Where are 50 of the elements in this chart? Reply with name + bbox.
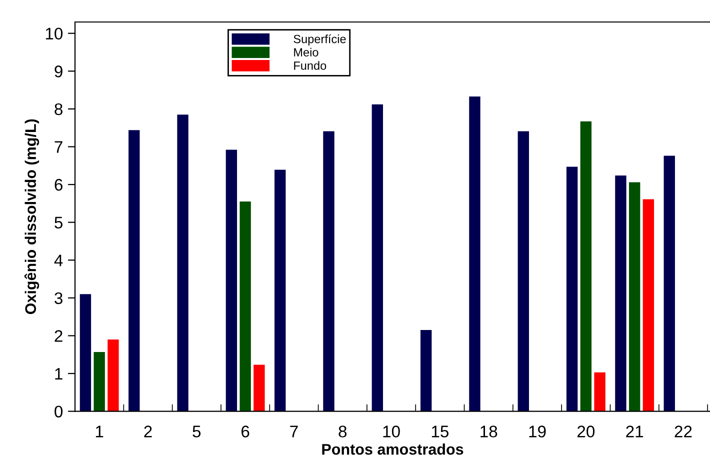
x-tick-label: 19 — [529, 426, 546, 438]
legend-label: Meio — [294, 48, 318, 56]
bar — [128, 130, 140, 412]
y-tick-label: 9 — [54, 66, 62, 78]
bar — [469, 96, 480, 412]
x-tick-label: 7 — [290, 426, 298, 438]
y-axis-title: Oxigênio dissolvido (mg/L) — [24, 119, 40, 314]
bar — [628, 182, 640, 412]
bar — [615, 175, 626, 412]
x-tick-label: 21 — [626, 426, 644, 438]
bar — [94, 352, 105, 412]
bar — [420, 330, 432, 412]
y-tick-label: 7 — [54, 141, 62, 153]
bar — [664, 156, 675, 412]
bar — [566, 166, 578, 412]
x-tick-label: 6 — [242, 426, 250, 438]
y-tick-label: 6 — [54, 178, 62, 191]
legend-label: Superfície — [294, 34, 346, 46]
x-tick-label: 18 — [480, 426, 498, 438]
y-tick-label: 0 — [54, 406, 63, 418]
x-tick-label: 2 — [144, 426, 152, 438]
bar — [274, 170, 286, 412]
bar — [372, 104, 384, 412]
bar — [323, 131, 334, 412]
x-tick-label: 8 — [338, 426, 347, 438]
bar — [108, 339, 119, 412]
x-tick-label: 20 — [577, 426, 595, 438]
y-tick-label: 10 — [46, 28, 63, 40]
x-tick-label: 5 — [192, 426, 201, 438]
x-tick-label: 1 — [96, 426, 104, 438]
y-tick-label: 2 — [54, 330, 62, 342]
bar — [642, 199, 654, 412]
legend-label: Fundo — [294, 61, 326, 70]
bar — [594, 372, 606, 412]
x-tick-label: 22 — [674, 426, 692, 438]
x-axis-title: Pontos amostrados — [322, 444, 464, 455]
x-tick-label: 10 — [383, 426, 400, 438]
bar — [580, 121, 592, 412]
bar — [240, 202, 251, 412]
bar — [80, 294, 92, 412]
bar — [177, 114, 188, 412]
y-tick-label: 1 — [55, 368, 62, 380]
x-tick-label: 15 — [432, 426, 449, 438]
y-tick-label: 3 — [54, 292, 62, 304]
y-tick-label: 4 — [54, 254, 63, 266]
y-tick-label: 5 — [54, 216, 62, 229]
bar — [518, 131, 529, 412]
y-tick-label: 8 — [54, 103, 62, 116]
bar — [254, 364, 265, 412]
bar — [226, 150, 238, 412]
